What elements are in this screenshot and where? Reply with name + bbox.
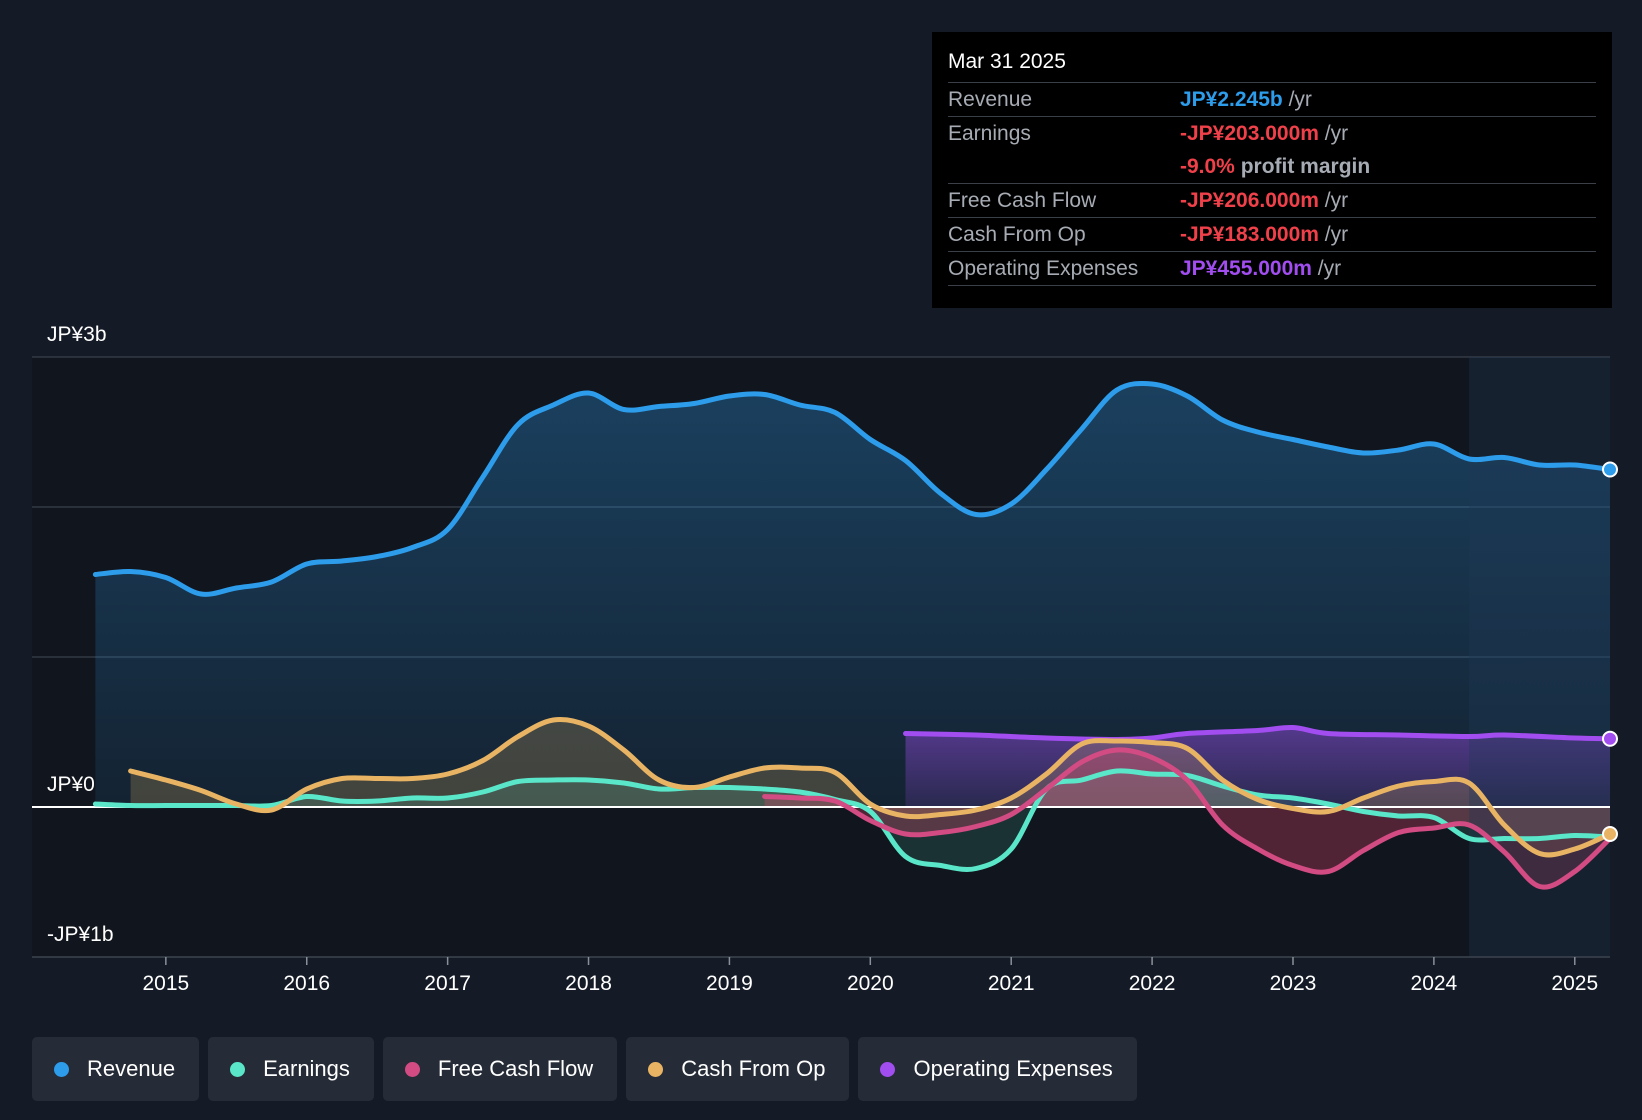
x-tick-label: 2015 — [142, 972, 189, 995]
opex-line — [903, 724, 1613, 742]
revenue-area — [95, 383, 1610, 807]
tooltip-value: JP¥455.000m — [1180, 257, 1312, 280]
x-tick-label: 2024 — [1411, 972, 1458, 995]
tooltip-label: Free Cash Flow — [948, 189, 1097, 212]
legend-item-cash-from-op[interactable]: Cash From Op — [626, 1037, 850, 1101]
tooltip-unit: /yr — [1288, 88, 1312, 111]
y-tick-label: JP¥0 — [47, 773, 95, 796]
legend-label: Cash From Op — [681, 1056, 826, 1081]
earnings-line — [92, 768, 1613, 872]
earnings-dot-icon — [230, 1061, 246, 1077]
fcf-line — [762, 747, 1613, 890]
tooltip-value: -JP¥183.000m — [1180, 223, 1319, 246]
free-cash-flow-dot-icon — [404, 1061, 420, 1077]
revenue-dot-icon — [54, 1061, 69, 1077]
revenue-line — [92, 380, 1613, 597]
operating-expenses-dot-icon — [880, 1061, 896, 1077]
series-end-markers — [1602, 461, 1618, 842]
legend-item-free-cash-flow[interactable]: Free Cash Flow — [382, 1037, 618, 1101]
x-tick-label: 2016 — [283, 972, 330, 995]
tooltip-row-profit-margin: -9.0% profit margin — [948, 150, 1596, 184]
tooltip-value: -JP¥203.000m — [1180, 122, 1319, 145]
tooltip-row-earnings: Earnings -JP¥203.000m /yr — [948, 117, 1596, 150]
x-tick-label: 2017 — [424, 972, 471, 995]
tooltip-label: Cash From Op — [948, 223, 1086, 246]
legend-label: Free Cash Flow — [437, 1056, 594, 1081]
cfo-area — [130, 719, 1611, 855]
y-axis-labels: JP¥3b JP¥0 -JP¥1b — [47, 323, 114, 946]
tooltip-unit: /yr — [1324, 223, 1349, 246]
x-axis-labels: 2015 2016 2017 2018 2019 2020 2021 2022 2023 2024… — [32, 956, 1610, 995]
x-tick-label: 2022 — [1129, 972, 1176, 995]
tooltip-row-revenue: Revenue JP¥2.245b /yr — [948, 83, 1596, 117]
legend-label: Revenue — [87, 1056, 176, 1081]
tooltip-row-free-cash-flow: Free Cash Flow -JP¥206.000m /yr — [948, 184, 1596, 218]
revenue-end-marker — [1602, 461, 1618, 478]
tooltip-value: -9.0% — [1180, 155, 1235, 178]
x-tick-label: 2020 — [847, 972, 894, 995]
x-tick-label: 2025 — [1551, 972, 1598, 995]
tooltip-unit: /yr — [1317, 257, 1342, 280]
tooltip-panel: Mar 31 2025 Revenue JP¥2.245b /yr Earnin… — [932, 32, 1612, 308]
tooltip-value: JP¥2.245b — [1180, 88, 1283, 111]
legend-label: Earnings — [263, 1056, 350, 1081]
tooltip-label — [948, 150, 1180, 183]
x-tick-label: 2023 — [1270, 972, 1317, 995]
legend-item-operating-expenses[interactable]: Operating Expenses — [858, 1037, 1137, 1101]
tooltip-label: Operating Expenses — [948, 257, 1139, 280]
forecast-region — [1469, 357, 1610, 957]
tooltip-row-cash-from-op: Cash From Op -JP¥183.000m /yr — [948, 218, 1596, 252]
tooltip-label: Revenue — [948, 88, 1033, 111]
x-tick-label: 2018 — [565, 972, 612, 995]
y-tick-label: JP¥3b — [47, 323, 107, 346]
series-lines — [92, 380, 1613, 890]
tooltip-unit: /yr — [1324, 122, 1349, 145]
tooltip-unit: /yr — [1324, 189, 1349, 212]
cfo-line — [128, 717, 1613, 858]
x-tick-label: 2021 — [988, 972, 1035, 995]
opex-end-marker — [1602, 730, 1618, 747]
tooltip-label: Earnings — [948, 122, 1031, 145]
tooltip-value: -JP¥206.000m — [1180, 189, 1319, 212]
legend-item-revenue[interactable]: Revenue — [32, 1037, 200, 1101]
tooltip-date: Mar 31 2025 — [948, 46, 1596, 83]
legend-label: Operating Expenses — [913, 1056, 1113, 1081]
legend: Revenue Earnings Free Cash Flow Cash Fro… — [32, 1037, 1137, 1101]
y-tick-label: -JP¥1b — [47, 923, 114, 946]
tooltip-row-operating-expenses: Operating Expenses JP¥455.000m /yr — [948, 252, 1596, 286]
legend-item-earnings[interactable]: Earnings — [208, 1037, 374, 1101]
opex-area — [905, 727, 1610, 807]
tooltip-unit: profit margin — [1240, 155, 1371, 178]
x-tick-label: 2019 — [706, 972, 753, 995]
cfo-end-marker — [1602, 826, 1618, 842]
cash-from-op-dot-icon — [648, 1061, 664, 1077]
